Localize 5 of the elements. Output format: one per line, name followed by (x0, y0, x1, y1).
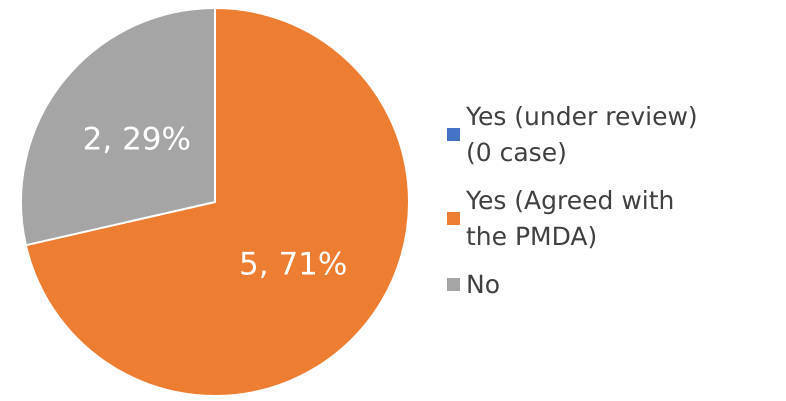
data-label: 2, 29% (82, 122, 191, 158)
legend-label: No (466, 270, 500, 299)
legend-label: Yes (Agreed with the PMDA) (465, 186, 682, 251)
legend-label: Yes (under review) (0 case) (465, 102, 706, 167)
data-label: 5, 71% (239, 246, 348, 282)
